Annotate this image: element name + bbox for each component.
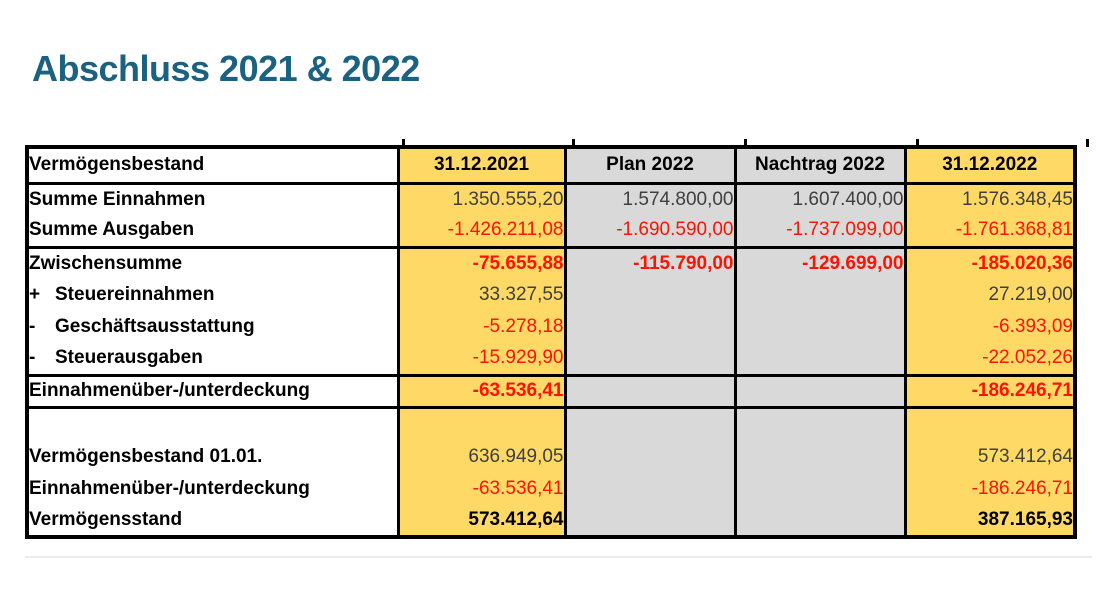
gridline-stub [916, 139, 919, 147]
col-header-2021: 31.12.2021 [396, 147, 567, 185]
cell-2021: 33.327,55 [396, 279, 567, 311]
cell-2022: -6.393,09 [903, 311, 1077, 343]
cell-2021: 573.412,64 [396, 505, 567, 537]
cell-2022-empty [903, 405, 1077, 441]
cell-nachtrag-2022-empty [733, 279, 907, 311]
corner-header: Vermögensbestand [25, 147, 400, 185]
row-label: Summe Ausgaben [25, 215, 400, 247]
cell-nachtrag-2022-empty [733, 343, 907, 375]
cell-plan-2022-empty [563, 441, 737, 473]
cell-2021: 636.949,05 [396, 441, 567, 473]
row-label: Vermögensbestand 01.01. [25, 441, 400, 473]
row-label: Zwischensumme [25, 245, 400, 279]
cell-2021: 1.350.555,20 [396, 183, 567, 215]
table-row-vermoegensbestand-0101: Vermögensbestand 01.01. 636.949,05 573.4… [25, 441, 1077, 473]
row-label: Einnahmenüber-/unterdeckung [25, 373, 400, 407]
cell-plan-2022-empty [563, 473, 737, 505]
table-row-einnahmenueberdeckung-unten: Einnahmenüber-/unterdeckung -63.536,41 -… [25, 473, 1077, 505]
row-label-text: Geschäftsausstattung [55, 316, 255, 337]
col-header-nachtrag-2022: Nachtrag 2022 [733, 147, 907, 185]
row-label-text: Summe Einnahmen [29, 188, 206, 210]
cell-2021: -63.536,41 [396, 373, 567, 407]
table-row-summe-einnahmen: Summe Einnahmen 1.350.555,20 1.574.800,0… [25, 183, 1077, 215]
col-header-plan-2022: Plan 2022 [563, 147, 737, 185]
row-label-text: Vermögensstand [29, 509, 183, 530]
cell-2022: 1.576.348,45 [903, 183, 1077, 215]
cell-plan-2022-empty [563, 405, 737, 441]
cell-2022: 387.165,93 [903, 505, 1077, 537]
table-row-summe-ausgaben: Summe Ausgaben -1.426.211,08 -1.690.590,… [25, 215, 1077, 247]
header-row: Vermögensbestand 31.12.2021 Plan 2022 Na… [25, 147, 1077, 185]
cell-nachtrag-2022: -1.737.099,00 [733, 215, 907, 247]
gridline-stub [744, 139, 747, 147]
table-row-geschaeftsausstattung: - Geschäftsausstattung -5.278,18 -6.393,0… [25, 311, 1077, 343]
cell-plan-2022: -1.690.590,00 [563, 215, 737, 247]
gridline-stub [572, 139, 575, 147]
row-label: Vermögensstand [25, 505, 400, 537]
cell-2022: 27.219,00 [903, 279, 1077, 311]
financial-table: Vermögensbestand 31.12.2021 Plan 2022 Na… [25, 145, 1077, 539]
cell-nachtrag-2022: 1.607.400,00 [733, 183, 907, 215]
cell-2022: -186.246,71 [903, 373, 1077, 407]
cell-plan-2022-empty [563, 343, 737, 375]
cell-plan-2022: 1.574.800,00 [563, 183, 737, 215]
row-label-text: Steuerausgaben [55, 347, 203, 369]
cell-2021: -63.536,41 [396, 473, 567, 505]
row-label-text: Summe Ausgaben [29, 219, 195, 241]
row-label: - Geschäftsausstattung [25, 311, 400, 343]
cell-nachtrag-2022-empty [733, 373, 907, 407]
cell-plan-2022: -115.790,00 [563, 245, 737, 279]
table-row-steuerausgaben: - Steuerausgaben -15.929,90 -22.052,26 [25, 343, 1077, 375]
cell-plan-2022-empty [563, 279, 737, 311]
cell-plan-2022-empty [563, 311, 737, 343]
cell-nachtrag-2022-empty [733, 405, 907, 441]
cell-2022: 573.412,64 [903, 441, 1077, 473]
table-row-steuereinnahmen: + Steuereinnahmen 33.327,55 27.219,00 [25, 279, 1077, 311]
row-label: Einnahmenüber-/unterdeckung [25, 473, 400, 505]
cell-2021: -1.426.211,08 [396, 215, 567, 247]
cell-2021-empty [396, 405, 567, 441]
gridline-stub [402, 139, 405, 147]
cell-nachtrag-2022: -129.699,00 [733, 245, 907, 279]
table-row-einnahmenueberdeckung: Einnahmenüber-/unterdeckung -63.536,41 -… [25, 373, 1077, 407]
cell-2021: -5.278,18 [396, 311, 567, 343]
row-label-text: Zwischensumme [29, 252, 183, 274]
row-label: Summe Einnahmen [25, 183, 400, 215]
cell-2021: -75.655,88 [396, 245, 567, 279]
cell-plan-2022-empty [563, 505, 737, 537]
table-shadow-line [25, 556, 1092, 558]
row-sign: + [29, 284, 41, 305]
table-row-vermoegensstand: Vermögensstand 573.412,64 387.165,93 [25, 505, 1077, 537]
cell-2022: -185.020,36 [903, 245, 1077, 279]
page-title: Abschluss 2021 & 2022 [32, 48, 420, 89]
cell-nachtrag-2022-empty [733, 505, 907, 537]
row-sign: - [29, 347, 36, 369]
row-label-text: Vermögensbestand 01.01. [29, 446, 263, 467]
table-row-zwischensumme: Zwischensumme -75.655,88 -115.790,00 -12… [25, 245, 1077, 279]
row-label-text: Einnahmenüber-/unterdeckung [29, 478, 310, 499]
row-label: + Steuereinnahmen [25, 279, 400, 311]
gridline-stub [1086, 139, 1089, 147]
table-row-spacer [25, 405, 1077, 441]
row-label-text: Einnahmenüber-/unterdeckung [29, 380, 310, 401]
cell-nachtrag-2022-empty [733, 441, 907, 473]
row-label-empty [25, 405, 400, 441]
cell-nachtrag-2022-empty [733, 311, 907, 343]
col-header-2022: 31.12.2022 [903, 147, 1077, 185]
row-label: - Steuerausgaben [25, 343, 400, 375]
row-label-text: Steuereinnahmen [55, 284, 215, 305]
cell-2022: -1.761.368,81 [903, 215, 1077, 247]
cell-2022: -22.052,26 [903, 343, 1077, 375]
cell-2021: -15.929,90 [396, 343, 567, 375]
cell-2022: -186.246,71 [903, 473, 1077, 505]
cell-nachtrag-2022-empty [733, 473, 907, 505]
row-sign: - [29, 316, 36, 337]
cell-plan-2022-empty [563, 373, 737, 407]
